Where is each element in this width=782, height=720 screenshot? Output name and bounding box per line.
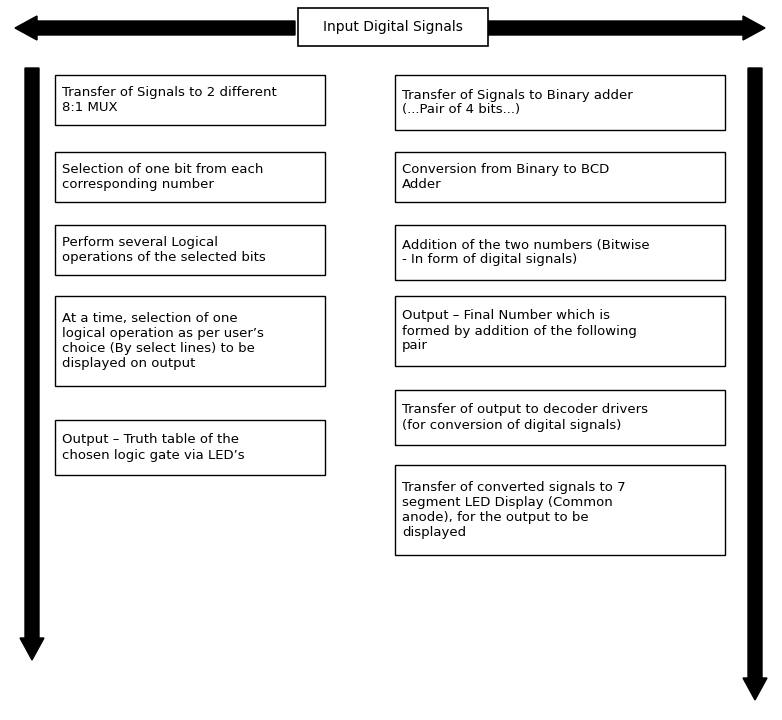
FancyBboxPatch shape [55, 296, 325, 386]
FancyBboxPatch shape [55, 152, 325, 202]
Text: Output – Final Number which is
formed by addition of the following
pair: Output – Final Number which is formed by… [402, 310, 637, 353]
FancyBboxPatch shape [395, 465, 725, 555]
FancyBboxPatch shape [55, 75, 325, 125]
FancyBboxPatch shape [395, 225, 725, 280]
FancyBboxPatch shape [395, 390, 725, 445]
FancyArrow shape [20, 68, 44, 660]
Text: Transfer of Signals to 2 different
8:1 MUX: Transfer of Signals to 2 different 8:1 M… [62, 86, 277, 114]
Text: Conversion from Binary to BCD
Adder: Conversion from Binary to BCD Adder [402, 163, 609, 191]
FancyBboxPatch shape [395, 152, 725, 202]
Text: Transfer of converted signals to 7
segment LED Display (Common
anode), for the o: Transfer of converted signals to 7 segme… [402, 481, 626, 539]
Text: Transfer of output to decoder drivers
(for conversion of digital signals): Transfer of output to decoder drivers (f… [402, 403, 648, 431]
Text: Selection of one bit from each
corresponding number: Selection of one bit from each correspon… [62, 163, 264, 191]
Text: Perform several Logical
operations of the selected bits: Perform several Logical operations of th… [62, 236, 266, 264]
FancyBboxPatch shape [55, 420, 325, 475]
FancyBboxPatch shape [395, 75, 725, 130]
Text: Output – Truth table of the
chosen logic gate via LED’s: Output – Truth table of the chosen logic… [62, 433, 245, 462]
FancyBboxPatch shape [55, 225, 325, 275]
FancyArrow shape [743, 68, 767, 700]
FancyBboxPatch shape [395, 296, 725, 366]
FancyArrow shape [460, 16, 765, 40]
Text: Input Digital Signals: Input Digital Signals [323, 20, 463, 34]
FancyBboxPatch shape [298, 8, 488, 46]
Text: Addition of the two numbers (Bitwise
- In form of digital signals): Addition of the two numbers (Bitwise - I… [402, 238, 650, 266]
Text: At a time, selection of one
logical operation as per user’s
choice (By select li: At a time, selection of one logical oper… [62, 312, 264, 370]
Text: Transfer of Signals to Binary adder
(...Pair of 4 bits...): Transfer of Signals to Binary adder (...… [402, 89, 633, 117]
FancyArrow shape [15, 16, 295, 40]
